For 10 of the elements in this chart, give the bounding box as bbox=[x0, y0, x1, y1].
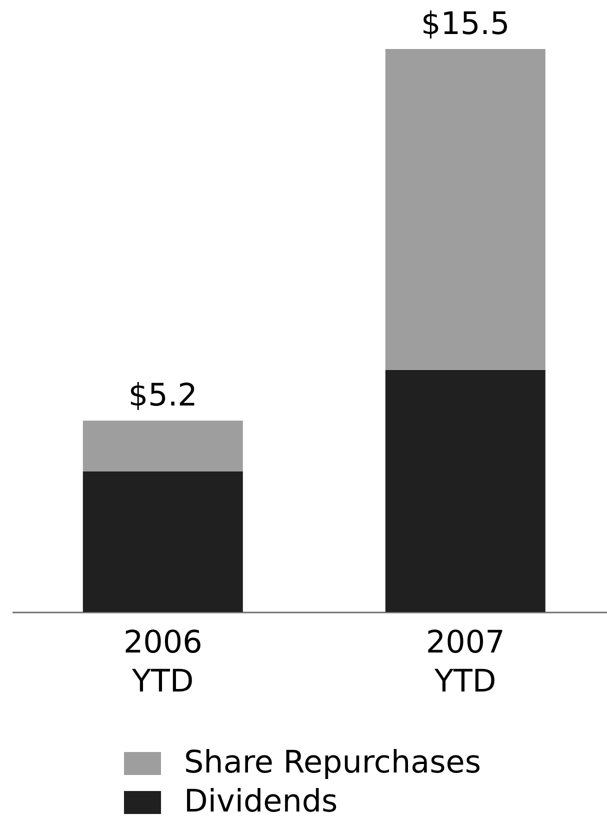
annotation: $5.2 bbox=[128, 378, 198, 414]
x-tick-label: 2006 YTD bbox=[123, 624, 202, 700]
legend-label: Dividends bbox=[184, 784, 338, 820]
legend-label: Share Repurchases bbox=[184, 744, 481, 780]
bar bbox=[385, 370, 546, 612]
annotation: $15.5 bbox=[421, 6, 510, 42]
bar bbox=[82, 471, 243, 612]
x-tick-label: 2007 YTD bbox=[426, 624, 505, 700]
bar bbox=[385, 49, 546, 370]
bar bbox=[82, 420, 243, 472]
